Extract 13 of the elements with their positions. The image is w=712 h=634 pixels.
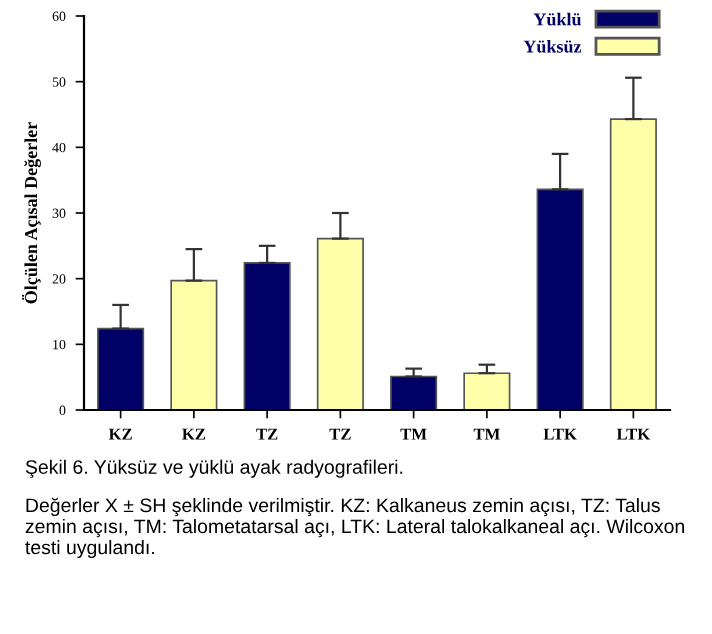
x-tick-label: TZ	[256, 428, 278, 440]
legend-label: Yüksüz	[523, 39, 582, 53]
x-tick-label: LTK	[616, 428, 651, 440]
y-axis-title: Ölçülen Açısal Değerler	[21, 122, 41, 304]
text: Değerler X ± SH şeklinde verilmiştir. KZ: Kalkaneus zemin açısı, TZ: Talus zemin açısı, TM: Talometatarsal açı, LTK: Lateral talokalkaneal açı. Wilcoxon testi uygulandı.	[25, 497, 684, 559]
text: Şekil 6. Yüksüz ve yüklü ayak radyografileri.	[25, 459, 403, 478]
x-tick-label: TZ	[329, 428, 351, 440]
x-tick-label: LTK	[543, 428, 577, 440]
x-tick-label: TM	[473, 428, 500, 440]
legend-label: Yüklü	[533, 12, 582, 26]
x-tick-label: TM	[400, 428, 427, 440]
x-tick-label: KZ	[182, 428, 206, 440]
x-tick-label: KZ	[108, 428, 132, 440]
